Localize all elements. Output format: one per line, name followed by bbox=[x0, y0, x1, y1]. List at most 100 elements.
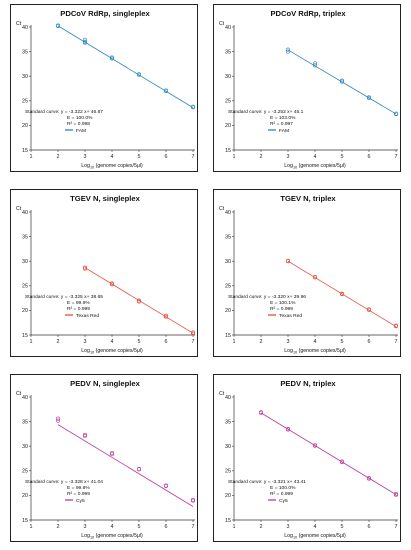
r-squared-label: R² = 0.999 bbox=[67, 306, 90, 312]
x-tick-label: 3 bbox=[287, 339, 290, 345]
legend-label: FAM bbox=[279, 128, 289, 134]
chart-title: PDCoV RdRp, singleplex bbox=[60, 9, 150, 18]
x-tick-label: 6 bbox=[165, 154, 168, 160]
x-tick-label: 2 bbox=[260, 154, 263, 160]
data-point bbox=[394, 324, 399, 329]
x-axis-label-rest: (genome copies/5μl) bbox=[94, 348, 143, 354]
chart-panel-pedv-triplex: PEDV N, triplex Ct 15 20 25 30 35 40 1 2 3 4 5 6 7 Log1… bbox=[213, 374, 401, 542]
y-tick-label: 35 bbox=[225, 49, 231, 55]
chart-panel-pedv-singleplex: PEDV N, singleplex Ct 15 20 25 30 35 40 1 2 3 4 5 6 7 L… bbox=[10, 374, 198, 542]
x-tick-label: 4 bbox=[314, 339, 317, 345]
y-tick-label: 20 bbox=[225, 123, 231, 129]
data-point bbox=[367, 476, 372, 481]
x-tick-label: 2 bbox=[57, 339, 60, 345]
x-tick-label: 3 bbox=[287, 154, 290, 160]
x-tick-label: 7 bbox=[395, 524, 398, 530]
y-tick-label: 15 bbox=[225, 518, 231, 524]
data-point bbox=[164, 483, 169, 488]
x-axis-label-sub: 10 bbox=[90, 166, 94, 170]
data-point bbox=[394, 492, 399, 497]
data-point bbox=[110, 55, 115, 60]
y-tick-label: 25 bbox=[22, 469, 28, 475]
x-axis-label: Log10 (genome copies/5μl) bbox=[81, 348, 143, 355]
y-tick-label: 35 bbox=[22, 419, 28, 425]
efficiency-label: E = 99.8% bbox=[67, 485, 90, 491]
chart-panel-tgev-triplex: TGEV N, triplex Ct 15 20 25 30 35 40 1 2 3 4 5 6 7 Log1… bbox=[213, 189, 401, 357]
regression-line bbox=[287, 260, 397, 327]
x-tick-label: 4 bbox=[111, 339, 114, 345]
x-tick-label: 3 bbox=[84, 154, 87, 160]
standard-curve-equation: Standard curve: y = -3.328 x+ 41.04 bbox=[25, 479, 103, 485]
data-point bbox=[55, 418, 60, 423]
y-tick-label: 30 bbox=[225, 74, 231, 80]
y-tick-label: 30 bbox=[22, 74, 28, 80]
y-axis-label: Ct bbox=[16, 21, 22, 27]
x-axis-label-sub: 10 bbox=[90, 351, 94, 355]
y-tick-label: 35 bbox=[22, 49, 28, 55]
x-tick-label: 5 bbox=[341, 154, 344, 160]
x-axis-label-rest: (genome copies/5μl) bbox=[297, 348, 346, 354]
standard-curve-equation: Standard curve: y = -3.320 x+ 39.96 bbox=[228, 294, 306, 300]
x-tick-label: 4 bbox=[111, 154, 114, 160]
regression-line bbox=[260, 412, 397, 495]
x-axis-label-main: Log bbox=[81, 163, 90, 169]
standard-curve-equation: Standard curve: y = -3.322 x+ 46.87 bbox=[25, 109, 103, 115]
y-tick-label: 35 bbox=[225, 419, 231, 425]
y-tick-label: 35 bbox=[22, 234, 28, 240]
y-tick-label: 40 bbox=[22, 395, 28, 401]
data-point bbox=[286, 426, 291, 431]
x-axis-label-sub: 10 bbox=[90, 536, 94, 540]
standard-curve-equation: Standard curve: y = -3.325 x+ 38.65 bbox=[25, 294, 103, 300]
x-tick-label: 6 bbox=[368, 524, 371, 530]
chart-panel-tgev-singleplex: TGEV N, singleplex Ct 15 20 25 30 35 40 1 2 3 4 5 6 7 L… bbox=[10, 189, 198, 357]
x-axis-label-main: Log bbox=[284, 348, 293, 354]
data-point bbox=[110, 281, 115, 286]
data-point bbox=[83, 266, 88, 271]
chart-title: TGEV N, triplex bbox=[280, 194, 336, 203]
data-point bbox=[340, 78, 345, 83]
data-point bbox=[367, 307, 372, 312]
legend-label: Texas Red bbox=[279, 313, 302, 319]
y-tick-label: 30 bbox=[22, 444, 28, 450]
r-squared-label: R² = 0.998 bbox=[67, 121, 90, 127]
y-tick-label: 20 bbox=[22, 308, 28, 314]
x-axis-label-sub: 10 bbox=[293, 351, 297, 355]
x-axis-label: Log10 (genome copies/5μl) bbox=[284, 533, 346, 540]
data-point bbox=[110, 452, 115, 457]
x-tick-label: 7 bbox=[395, 154, 398, 160]
x-axis-label: Log10 (genome copies/5μl) bbox=[284, 348, 346, 355]
chart-panel-pdcov-singleplex: PDCoV RdRp, singleplex Ct 15 20 25 30 35 40 1 2 3 4… bbox=[10, 4, 198, 172]
data-point bbox=[340, 459, 345, 464]
chart-svg: PEDV N, singleplex Ct 15 20 25 30 35 40 1 2 3 4 5 6 7 L… bbox=[16, 379, 196, 540]
x-tick-label: 5 bbox=[138, 154, 141, 160]
legend-label: Cy5 bbox=[279, 498, 288, 504]
x-tick-label: 3 bbox=[84, 339, 87, 345]
data-point bbox=[313, 443, 318, 448]
data-point bbox=[340, 292, 345, 297]
r-squared-label: R² = 0.999 bbox=[67, 491, 90, 497]
r-squared-label: R² = 0.999 bbox=[270, 306, 293, 312]
x-tick-label: 6 bbox=[368, 339, 371, 345]
x-axis-label-rest: (genome copies/5μl) bbox=[94, 163, 143, 169]
y-tick-label: 30 bbox=[22, 259, 28, 265]
data-point bbox=[137, 299, 142, 304]
legend-label: Texas Red bbox=[76, 313, 99, 319]
chart-svg: TGEV N, triplex Ct 15 20 25 30 35 40 1 2 3 4 5 6 7 Log1… bbox=[219, 194, 399, 355]
data-point bbox=[137, 466, 142, 471]
y-tick-label: 40 bbox=[22, 210, 28, 216]
x-tick-label: 2 bbox=[57, 154, 60, 160]
x-tick-label: 1 bbox=[30, 154, 33, 160]
data-point bbox=[286, 259, 291, 264]
x-axis-label: Log10 (genome copies/5μl) bbox=[284, 163, 346, 170]
y-tick-label: 40 bbox=[225, 25, 231, 31]
y-axis-label: Ct bbox=[16, 206, 22, 212]
chart-svg: PDCoV RdRp, triplex Ct 15 20 25 30 35 40 1 2 3 4 5 6 7… bbox=[219, 9, 399, 170]
standard-curve-equation: Standard curve: y = -3.321 x+ 43.41 bbox=[228, 479, 306, 485]
chart-title: PDCoV RdRp, triplex bbox=[270, 9, 346, 18]
x-tick-label: 2 bbox=[57, 524, 60, 530]
efficiency-label: E = 100.0% bbox=[67, 115, 93, 121]
y-tick-label: 35 bbox=[225, 234, 231, 240]
x-tick-label: 2 bbox=[260, 339, 263, 345]
data-point bbox=[258, 410, 263, 415]
legend-label: Cy5 bbox=[76, 498, 85, 504]
